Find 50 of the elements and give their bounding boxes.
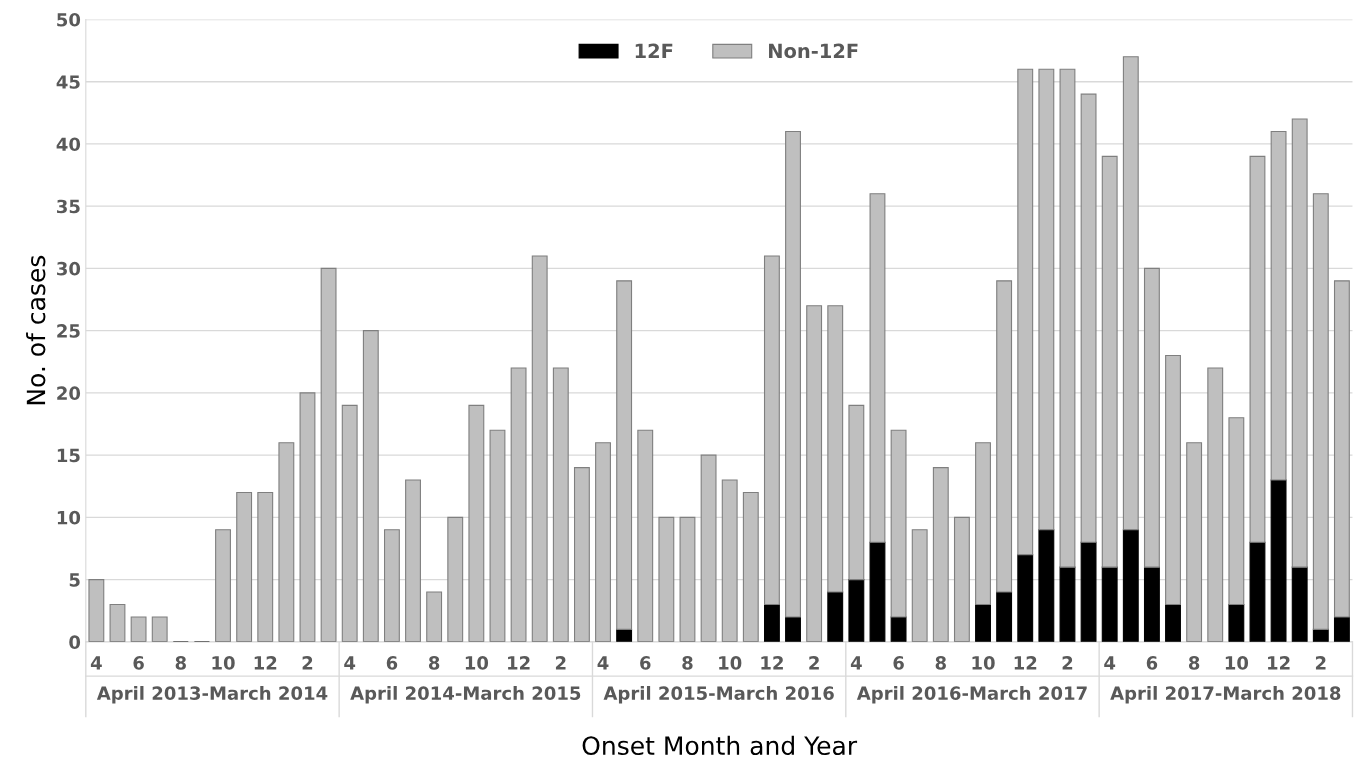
x-tick-label: 4	[1104, 656, 1116, 670]
x-tick-label: 8	[935, 656, 946, 670]
y-tick-label: 50	[57, 12, 81, 27]
x-tick-label: 2	[1062, 656, 1073, 670]
x-tick-label: 6	[640, 656, 651, 670]
x-tick-label: 8	[428, 656, 440, 670]
y-tick-label: 45	[56, 75, 80, 89]
x-tick-label: 4	[597, 656, 609, 670]
x-axis-title: Onset Month and Year	[582, 735, 858, 756]
x-tick-label: 2	[1315, 656, 1326, 670]
y-axis-title: No. of cases	[26, 255, 46, 405]
x-tick-label: 4	[344, 656, 356, 670]
x-tick-label: 12	[1268, 656, 1290, 670]
y-tick-label: 10	[57, 510, 81, 525]
x-tick-label: 2	[809, 656, 819, 670]
x-tick-label: 10	[719, 656, 742, 670]
y-tick-label: 5	[69, 573, 80, 587]
x-tick-label: 6	[133, 656, 144, 670]
x-tick-label: 12	[254, 656, 277, 670]
x-tick-label: 4	[90, 656, 102, 670]
x-tick-label: 2	[555, 656, 566, 670]
text: April 2013-March 2014	[96, 686, 328, 704]
y-tick-label: 20	[57, 386, 81, 401]
text: April 2015-March 2016	[603, 686, 834, 704]
y-tick-label: 25	[57, 324, 80, 338]
y-tick-label: 0	[69, 635, 81, 649]
y-tick-label: 15	[57, 448, 80, 463]
x-tick-label: 6	[893, 656, 904, 670]
y-tick-label: 40	[56, 137, 81, 152]
x-tick-label: 2	[302, 656, 313, 670]
legend-label: 12F	[635, 43, 673, 58]
y-tick-label: 35	[57, 199, 80, 214]
x-tick-label: 10	[212, 656, 235, 670]
text: April 2016-March 2017	[856, 686, 1087, 704]
x-tick-label: 4	[850, 656, 862, 670]
x-tick-label: 12	[1014, 656, 1037, 670]
x-tick-label: 12	[508, 656, 530, 670]
x-tick-label: 10	[972, 656, 995, 670]
legend-label: Non-12F	[769, 43, 858, 59]
text: April 2017-March 2018	[1110, 686, 1341, 704]
x-tick-label: 10	[1225, 656, 1249, 670]
x-tick-label: 10	[465, 656, 489, 670]
x-tick-label: 8	[682, 656, 693, 670]
x-tick-label: 12	[761, 656, 783, 670]
x-tick-label: 6	[1146, 656, 1158, 670]
x-tick-label: 6	[386, 656, 398, 670]
x-tick-label: 8	[175, 656, 186, 670]
y-tick-label: 30	[57, 261, 81, 276]
x-tick-label: 8	[1188, 656, 1200, 670]
text: April 2014-March 2015	[350, 686, 581, 704]
